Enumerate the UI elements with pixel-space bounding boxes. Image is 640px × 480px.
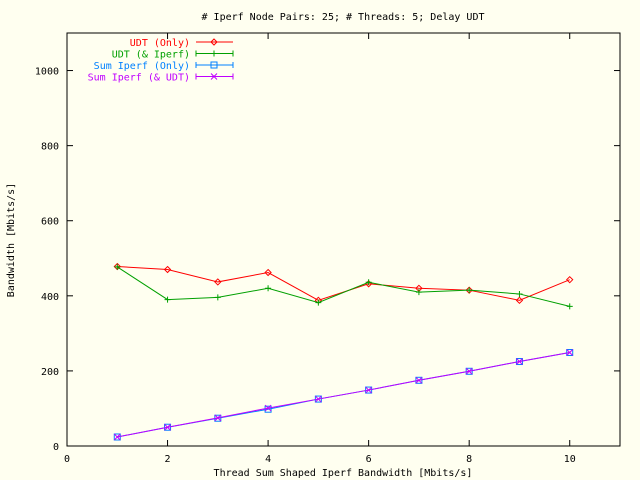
data-point-plus [466,287,473,294]
data-point-plus [164,296,171,303]
data-point-square [264,405,272,413]
data-point-plus [415,289,422,296]
data-point-x [365,386,372,394]
x-tick-label: 0 [64,454,70,465]
x-tick-label: 10 [564,454,576,465]
x-tick-label: 2 [165,454,171,465]
series-line [117,266,570,301]
data-point-x [164,423,171,431]
y-axis-ticks: 0 200 400 600 800 1000 [35,67,620,453]
x-axis-label: Thread Sum Shaped Iperf Bandwidth [Mbits… [214,468,473,479]
data-point-plus [566,303,573,310]
data-point-square [415,376,423,384]
data-point-plus [315,299,322,306]
data-point-x [415,376,423,384]
data-point-square [566,349,574,357]
data-point-diamond [264,268,272,277]
series-layer [113,262,574,441]
data-point-plus [265,285,272,292]
x-tick-label: 8 [466,454,472,465]
data-point-square [113,433,121,441]
data-point-square [314,395,322,403]
data-point-x [264,404,272,412]
data-point-diamond [566,275,574,284]
y-tick-label: 1000 [35,67,59,78]
data-point-plus [211,50,217,57]
y-tick-label: 200 [41,367,59,378]
data-point-x [214,414,222,422]
data-point-diamond [163,265,172,274]
y-tick-label: 0 [53,442,59,453]
data-point-diamond [515,296,524,305]
x-axis-ticks: 0 2 4 6 8 10 [64,33,576,465]
x-tick-label: 6 [366,454,372,465]
legend: UDT (Only)UDT (& Iperf)Sum Iperf (Only)S… [88,38,234,84]
series-1 [113,262,574,305]
series-line [117,352,570,438]
y-tick-label: 800 [41,142,59,153]
data-point-square [515,358,523,366]
data-point-plus [365,279,372,286]
data-point-x [210,73,218,80]
series-4 [113,349,574,441]
plot-frame [66,32,621,447]
data-point-plus [516,290,523,297]
data-point-x [516,358,523,365]
data-point-x [566,349,574,356]
legend-label: Sum Iperf (& UDT) [88,73,190,84]
data-point-plus [114,263,121,270]
data-point-diamond [214,278,222,286]
legend-label: UDT (Only) [130,38,190,49]
data-point-diamond [210,38,218,46]
legend-label: UDT (& Iperf) [112,50,190,61]
data-point-plus [214,294,221,301]
x-tick-label: 4 [265,454,271,465]
legend-label: Sum Iperf (Only) [94,61,190,72]
chart-title: # Iperf Node Pairs: 25; # Threads: 5; De… [202,12,485,23]
data-point-square [365,386,373,394]
y-tick-label: 600 [41,217,59,228]
data-point-square [465,367,473,375]
data-point-x [113,433,121,441]
data-point-square [164,423,172,431]
series-2 [114,263,573,310]
data-point-x [315,395,322,403]
y-axis-label: Bandwidth [Mbits/s] [6,183,17,297]
data-point-square [210,61,218,69]
series-line [117,266,570,307]
data-point-x [465,367,473,375]
y-tick-label: 400 [41,292,59,303]
